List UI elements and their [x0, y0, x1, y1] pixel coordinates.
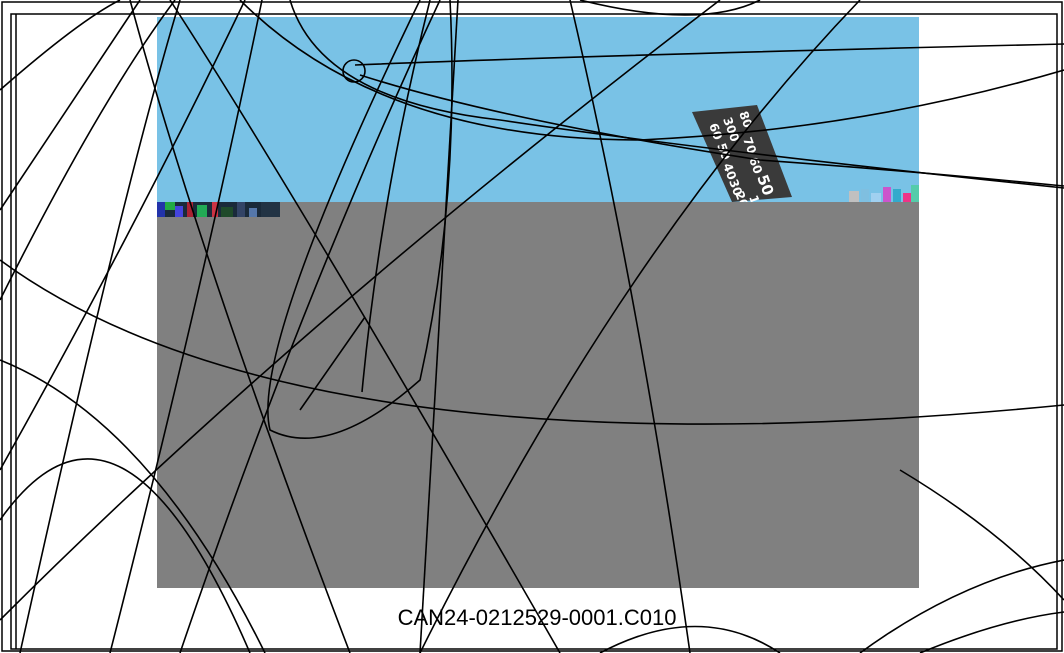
photo: 60 300 80 50 70 40 60 30 50 20 10 [157, 17, 919, 588]
glitch-strip-right [849, 185, 919, 202]
photo-missing-region [157, 202, 919, 588]
ruler-image: 60 300 80 50 70 40 60 30 50 20 10 [692, 105, 792, 202]
glitch-strip-left [157, 202, 280, 217]
image-label: CAN24-0212529-0001.C010 [397, 605, 677, 630]
